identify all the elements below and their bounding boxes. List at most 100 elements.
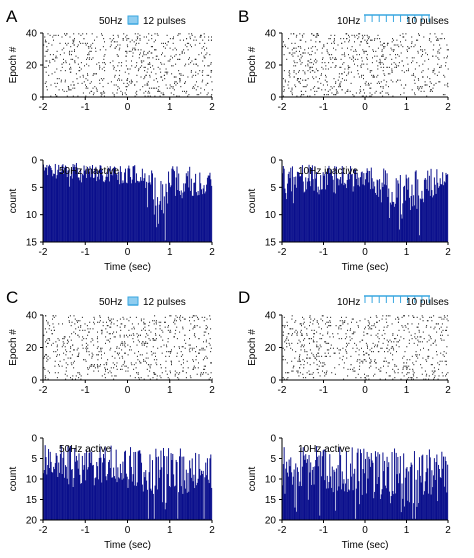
raster-spike <box>354 370 356 372</box>
raster-spike <box>343 367 345 369</box>
histogram-bar <box>163 196 165 242</box>
histogram-bar <box>77 177 79 242</box>
histogram-bar <box>440 478 442 520</box>
raster-spike <box>384 357 386 359</box>
raster-spike <box>129 316 131 318</box>
histogram-bar <box>211 487 213 520</box>
histogram-bar <box>48 164 50 242</box>
histogram-bar <box>439 178 441 242</box>
raster-spike <box>135 49 137 51</box>
raster-spike <box>202 349 204 351</box>
raster-spike <box>198 94 200 96</box>
raster-spike <box>153 79 155 81</box>
raster-spike <box>175 81 177 83</box>
y-tick-label: 5 <box>31 454 37 465</box>
raster-spike <box>96 36 98 38</box>
histogram-bar <box>310 186 312 242</box>
raster-spike <box>72 87 74 89</box>
raster-spike <box>140 76 142 78</box>
raster-spike <box>298 375 300 377</box>
raster-spike <box>169 315 171 317</box>
histogram-bar <box>345 184 347 242</box>
raster-spike <box>291 54 293 56</box>
histogram-bar <box>412 206 414 242</box>
raster-spike <box>143 36 145 38</box>
raster-spike <box>181 346 183 348</box>
raster-spike <box>321 338 323 340</box>
raster-spike <box>301 325 302 327</box>
raster-spike <box>351 46 353 48</box>
histogram-bar <box>97 479 99 520</box>
histogram-bar <box>410 196 412 242</box>
raster-spike <box>433 372 435 374</box>
raster-spike <box>108 339 110 341</box>
histogram-bar <box>432 487 434 520</box>
raster-spike <box>44 41 46 43</box>
x-tick-label: 1 <box>167 102 173 113</box>
raster-spike <box>375 50 377 52</box>
histogram-bar <box>136 180 138 242</box>
raster-spike <box>325 323 326 325</box>
raster-spike <box>88 331 90 333</box>
raster-spike <box>160 71 162 73</box>
raster-spike <box>148 57 150 59</box>
raster-spike <box>339 357 341 359</box>
raster-spike <box>89 365 91 367</box>
histogram-bar <box>335 468 337 520</box>
raster-spike <box>99 316 101 318</box>
raster-spike <box>89 328 91 330</box>
histogram-bar <box>56 175 58 242</box>
histogram-bar <box>125 473 127 520</box>
raster-spike <box>379 370 381 372</box>
raster-spike <box>338 349 340 351</box>
raster-spike <box>77 321 78 323</box>
histogram-bar <box>322 172 324 242</box>
raster-spike <box>97 321 99 323</box>
raster-spike <box>428 334 430 336</box>
raster-spike <box>397 44 399 46</box>
histogram-bar <box>185 173 187 242</box>
raster-spike <box>432 87 434 89</box>
raster-spike <box>291 42 293 44</box>
histogram-bar <box>146 480 148 520</box>
raster-spike <box>432 71 434 73</box>
raster-spike <box>150 364 152 366</box>
raster-spike <box>406 70 408 72</box>
histogram-bar <box>103 181 104 242</box>
raster-spike <box>155 355 156 357</box>
raster-spike <box>348 36 350 38</box>
raster-spike <box>165 355 167 357</box>
raster-spike <box>117 34 119 36</box>
histogram-bar <box>121 183 123 242</box>
raster-spike <box>436 354 438 356</box>
raster-spike <box>119 326 121 328</box>
histogram-bar <box>164 509 166 520</box>
raster-spike <box>74 62 76 64</box>
raster-spike <box>386 321 388 323</box>
raster-spike <box>387 42 388 44</box>
raster-spike <box>200 375 202 377</box>
raster-spike <box>97 341 99 343</box>
raster-spike <box>65 370 67 372</box>
raster-spike <box>411 377 413 379</box>
raster-spike <box>355 344 357 346</box>
raster-spike <box>421 86 423 88</box>
y-tick-label: 40 <box>26 311 38 322</box>
histogram-bar <box>49 451 51 520</box>
histogram-bar <box>411 184 413 242</box>
raster-spike <box>78 70 80 72</box>
raster-spike <box>320 346 322 348</box>
raster-spike <box>191 76 193 78</box>
histogram-bar <box>403 453 405 520</box>
raster-spike <box>286 362 288 364</box>
raster-spike <box>47 359 49 361</box>
raster-spike <box>117 55 119 57</box>
raster-spike <box>361 63 363 65</box>
raster-spike <box>68 89 70 91</box>
histogram-bar <box>74 164 76 242</box>
raster-spike <box>333 47 334 49</box>
raster-spike <box>441 339 443 341</box>
histogram-bar <box>380 494 382 520</box>
raster-spike <box>58 78 60 80</box>
histogram-bar <box>143 472 145 520</box>
